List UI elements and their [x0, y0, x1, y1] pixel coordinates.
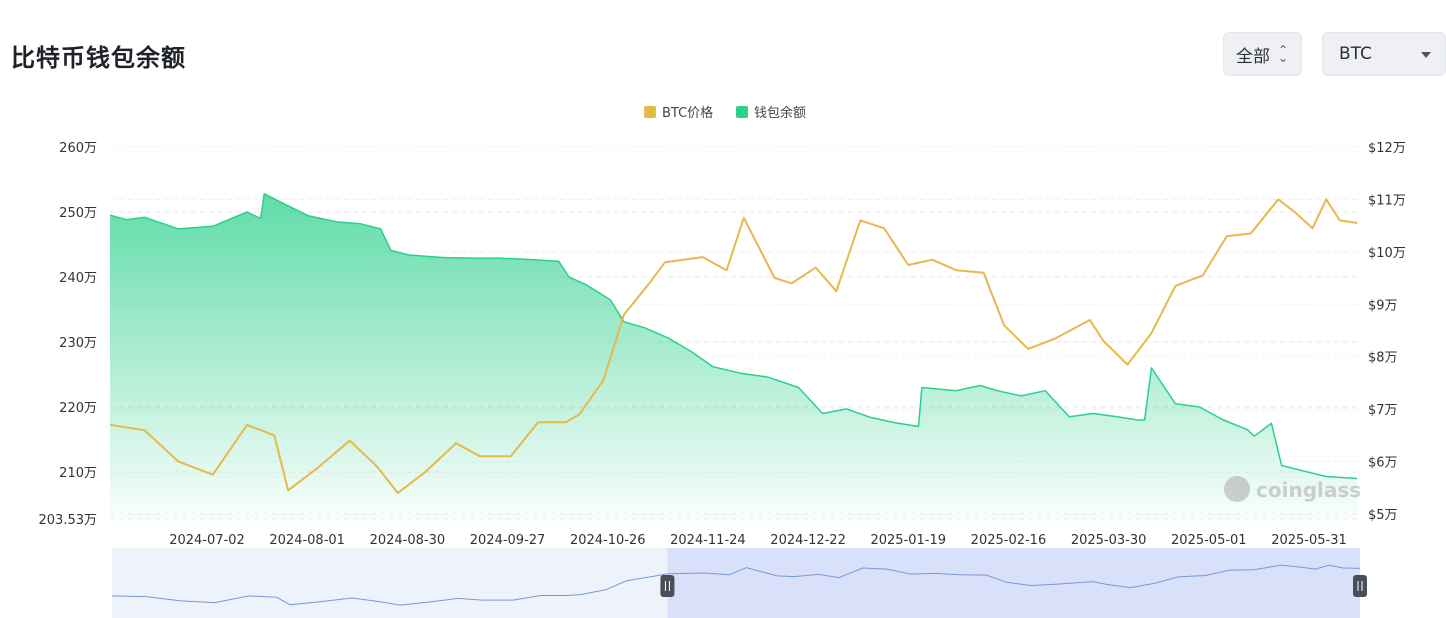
x-tick-label: 2024-07-02: [169, 533, 245, 548]
navigator-handle-right[interactable]: [1353, 575, 1367, 597]
legend-swatch-balance: [736, 106, 748, 118]
x-tick-label: 2025-01-19: [870, 533, 946, 548]
x-tick-label: 2024-12-22: [770, 533, 846, 548]
right-tick-label: $12万: [1368, 141, 1406, 156]
legend-swatch-price: [644, 106, 656, 118]
x-tick-label: 2024-08-01: [269, 533, 345, 548]
range-label: 全部: [1236, 46, 1270, 67]
watermark-text: coinglass: [1256, 478, 1361, 502]
series-area-balance: [110, 193, 1357, 520]
left-min-label: 203.53万: [39, 513, 98, 528]
right-tick-label: $5万: [1368, 508, 1398, 523]
handle-grip[interactable]: [1353, 575, 1367, 597]
right-tick-label: $6万: [1368, 456, 1398, 471]
series-line-balance: [109, 193, 1358, 480]
plot-area: [109, 193, 1358, 520]
legend-label-balance: 钱包余额: [754, 105, 806, 121]
right-tick-label: $11万: [1368, 193, 1406, 208]
left-tick-label: 250万: [59, 206, 97, 221]
range-select[interactable]: 全部 ⌃ ⌄: [1223, 32, 1302, 76]
left-tick-label: 230万: [59, 336, 97, 351]
x-tick-label: 2024-09-27: [470, 533, 546, 548]
x-tick-label: 2025-02-16: [971, 533, 1047, 548]
x-tick-label: 2025-05-31: [1271, 533, 1347, 548]
left-axis: 260万 250万 240万 230万 220万 210万 203.53万: [39, 141, 98, 528]
handle-grip[interactable]: [660, 575, 675, 597]
logo-icon: [1224, 476, 1250, 502]
left-tick-label: 240万: [59, 271, 97, 286]
right-tick-label: $10万: [1368, 246, 1406, 261]
coinglass-logo: coinglass: [1224, 476, 1361, 502]
left-tick-label: 220万: [59, 401, 97, 416]
chevron-down-icon: [1421, 52, 1431, 58]
navigator-handle-left[interactable]: [660, 575, 675, 597]
left-tick-label: 210万: [59, 466, 97, 481]
series-line-price: [109, 198, 1358, 494]
right-tick-label: $8万: [1368, 351, 1398, 366]
x-tick-label: 2024-08-30: [370, 533, 446, 548]
right-tick-label: $7万: [1368, 403, 1398, 418]
left-tick-label: 260万: [59, 141, 97, 156]
legend[interactable]: BTC价格 钱包余额: [644, 105, 806, 121]
legend-label-price: BTC价格: [662, 105, 713, 121]
navigator-line: [111, 564, 1361, 606]
right-tick-label: $9万: [1368, 298, 1398, 313]
x-tick-label: 2025-05-01: [1171, 533, 1247, 548]
coin-label: BTC: [1339, 44, 1372, 64]
x-axis: 2024-07-02 2024-08-01 2024-08-30 2024-09-27…: [169, 533, 1347, 548]
page-title: 比特币钱包余额: [11, 44, 186, 72]
x-tick-label: 2024-10-26: [570, 533, 646, 548]
coin-select[interactable]: BTC: [1322, 32, 1446, 76]
updown-icon: ⌃ ⌄: [1278, 43, 1289, 65]
x-tick-label: 2025-03-30: [1071, 533, 1147, 548]
right-axis: $12万 $11万 $10万 $9万 $8万 $7万 $6万 $5万: [1368, 141, 1406, 523]
navigator[interactable]: [111, 548, 1367, 618]
x-tick-label: 2024-11-24: [670, 533, 746, 548]
